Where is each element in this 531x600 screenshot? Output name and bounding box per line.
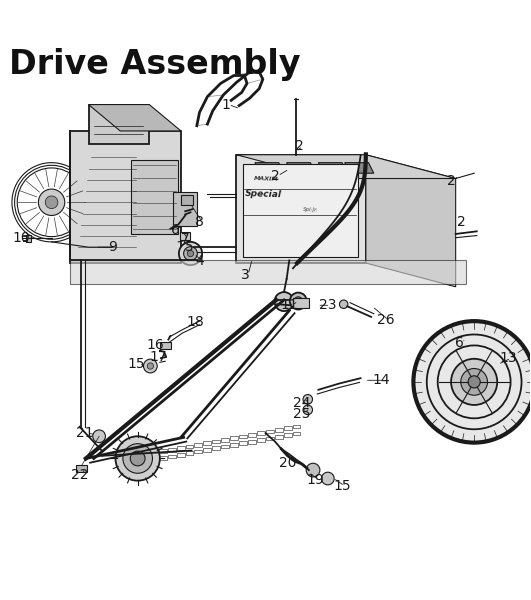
- FancyBboxPatch shape: [243, 164, 358, 257]
- Text: 10: 10: [13, 231, 30, 245]
- Circle shape: [451, 359, 497, 405]
- FancyBboxPatch shape: [76, 466, 87, 472]
- Polygon shape: [236, 155, 366, 263]
- Text: 6: 6: [172, 223, 180, 237]
- Circle shape: [45, 196, 58, 209]
- FancyBboxPatch shape: [89, 104, 149, 144]
- Text: 24: 24: [293, 396, 310, 410]
- Text: 5: 5: [185, 240, 193, 254]
- Circle shape: [179, 242, 202, 265]
- Polygon shape: [366, 155, 456, 287]
- Text: 17: 17: [149, 350, 167, 364]
- Polygon shape: [318, 163, 347, 173]
- Text: 16: 16: [147, 338, 165, 352]
- Polygon shape: [255, 163, 284, 173]
- Text: 11: 11: [280, 298, 298, 312]
- Circle shape: [290, 293, 307, 310]
- Text: 6: 6: [456, 337, 464, 350]
- Text: Spl-Jr.: Spl-Jr.: [303, 207, 318, 212]
- Text: 2: 2: [447, 174, 456, 188]
- Circle shape: [303, 405, 313, 415]
- Text: 21: 21: [76, 426, 93, 440]
- Polygon shape: [236, 155, 456, 179]
- Circle shape: [414, 321, 531, 443]
- Text: 15: 15: [127, 358, 145, 371]
- Text: 1: 1: [221, 98, 230, 112]
- Polygon shape: [89, 104, 181, 131]
- Circle shape: [143, 359, 157, 373]
- Text: 19: 19: [307, 473, 324, 487]
- Text: 8: 8: [195, 215, 204, 229]
- Circle shape: [123, 443, 152, 473]
- Circle shape: [187, 250, 194, 257]
- Polygon shape: [345, 163, 374, 173]
- Circle shape: [339, 300, 348, 308]
- Circle shape: [303, 395, 313, 404]
- Text: 2: 2: [295, 139, 304, 153]
- Text: 26: 26: [377, 313, 395, 327]
- FancyBboxPatch shape: [160, 342, 172, 349]
- Polygon shape: [287, 163, 316, 173]
- Text: 4: 4: [195, 254, 204, 268]
- Text: 15: 15: [333, 479, 351, 493]
- FancyBboxPatch shape: [180, 232, 191, 240]
- Text: 13: 13: [500, 351, 517, 365]
- Text: 25: 25: [293, 407, 310, 421]
- FancyBboxPatch shape: [131, 160, 178, 234]
- Circle shape: [38, 189, 65, 215]
- Text: 9: 9: [108, 240, 117, 254]
- Circle shape: [461, 368, 487, 395]
- Polygon shape: [70, 260, 466, 284]
- Text: Special: Special: [244, 189, 281, 199]
- Circle shape: [275, 292, 294, 311]
- Text: MAXIM: MAXIM: [254, 176, 279, 182]
- FancyBboxPatch shape: [26, 235, 31, 242]
- Circle shape: [321, 472, 334, 485]
- FancyBboxPatch shape: [181, 196, 193, 205]
- Text: 23: 23: [319, 298, 337, 312]
- Polygon shape: [70, 131, 181, 263]
- Text: 20: 20: [279, 455, 296, 470]
- Circle shape: [93, 430, 106, 443]
- Text: 3: 3: [241, 268, 250, 281]
- FancyBboxPatch shape: [293, 298, 309, 308]
- Text: Drive Assembly: Drive Assembly: [10, 47, 301, 80]
- Circle shape: [468, 376, 480, 388]
- Circle shape: [115, 436, 160, 481]
- Text: 22: 22: [71, 469, 88, 482]
- Text: 2: 2: [457, 215, 465, 229]
- Text: 14: 14: [373, 373, 390, 387]
- Text: 7: 7: [181, 232, 190, 246]
- Text: 2: 2: [271, 169, 279, 183]
- FancyBboxPatch shape: [173, 192, 197, 226]
- Circle shape: [306, 463, 320, 477]
- Text: 18: 18: [187, 315, 204, 329]
- Circle shape: [184, 247, 198, 260]
- Circle shape: [130, 451, 145, 466]
- Circle shape: [294, 297, 303, 305]
- Circle shape: [147, 363, 153, 369]
